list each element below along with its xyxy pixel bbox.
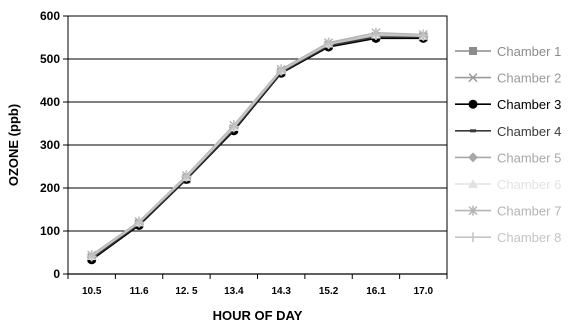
legend-item: Chamber 1 [455,44,561,59]
legend-marker [470,129,476,133]
y-axis-title: OZONE (ppb) [6,104,21,186]
legend-item: Chamber 5 [455,150,561,165]
legend-marker [468,232,478,243]
x-tick-label: 15.2 [319,286,339,297]
legend-marker [468,152,478,163]
y-tick-label: 600 [40,9,60,23]
x-tick-label: 12. 5 [175,286,198,297]
data-point [276,65,287,76]
legend-item: Chamber 8 [455,230,561,245]
legend-label: Chamber 2 [497,71,561,86]
y-tick-label: 400 [40,95,60,109]
legend-label: Chamber 5 [497,150,561,165]
legend-marker [468,73,478,83]
x-tick-label: 16.1 [366,286,386,297]
legend-marker [469,47,477,55]
legend-label: Chamber 4 [497,124,561,139]
legend-item: Chamber 3 [455,97,561,112]
legend-label: Chamber 8 [497,230,561,245]
legend-marker [468,99,478,109]
series-line [91,36,424,260]
x-tick-label: 10.5 [82,286,102,297]
data-point [418,30,429,41]
y-tick-label: 0 [53,267,60,281]
data-point [370,29,381,40]
legend-marker [468,179,478,188]
data-point [181,171,192,182]
legend-marker [468,205,478,216]
x-axis-title: HOUR OF DAY [213,308,303,323]
data-point [323,38,334,49]
series-lines [86,27,429,265]
series-line [91,34,424,258]
legend-label: Chamber 1 [497,44,561,59]
y-tick-label: 100 [40,224,60,238]
legend-item: Chamber 7 [455,204,561,219]
legend-item: Chamber 2 [455,71,561,86]
series-8 [86,29,429,262]
x-tick-label: 13.4 [224,286,244,297]
y-tick-label: 500 [40,52,60,66]
x-tick-label: 14.3 [271,286,291,297]
data-point [86,251,97,262]
legend: Chamber 1 Chamber 2 Chamber 3 Chamber 4 Cham… [455,44,561,245]
y-tick-label: 200 [40,181,60,195]
data-point [228,121,239,132]
legend-item: Chamber 6 [455,177,561,192]
data-point [134,217,145,228]
series-3 [87,33,428,265]
y-tick-label: 300 [40,138,60,152]
axes: 0 100 200 300 400 500 600 10.5 11.6 12. 5 13.4 14.3… [40,9,448,297]
legend-label: Chamber 7 [497,204,561,219]
x-tick-label: 11.6 [130,286,149,297]
x-tick-label: 17.0 [414,286,434,297]
legend-item: Chamber 4 [455,124,561,139]
legend-label: Chamber 6 [497,177,561,192]
legend-label: Chamber 3 [497,97,561,112]
